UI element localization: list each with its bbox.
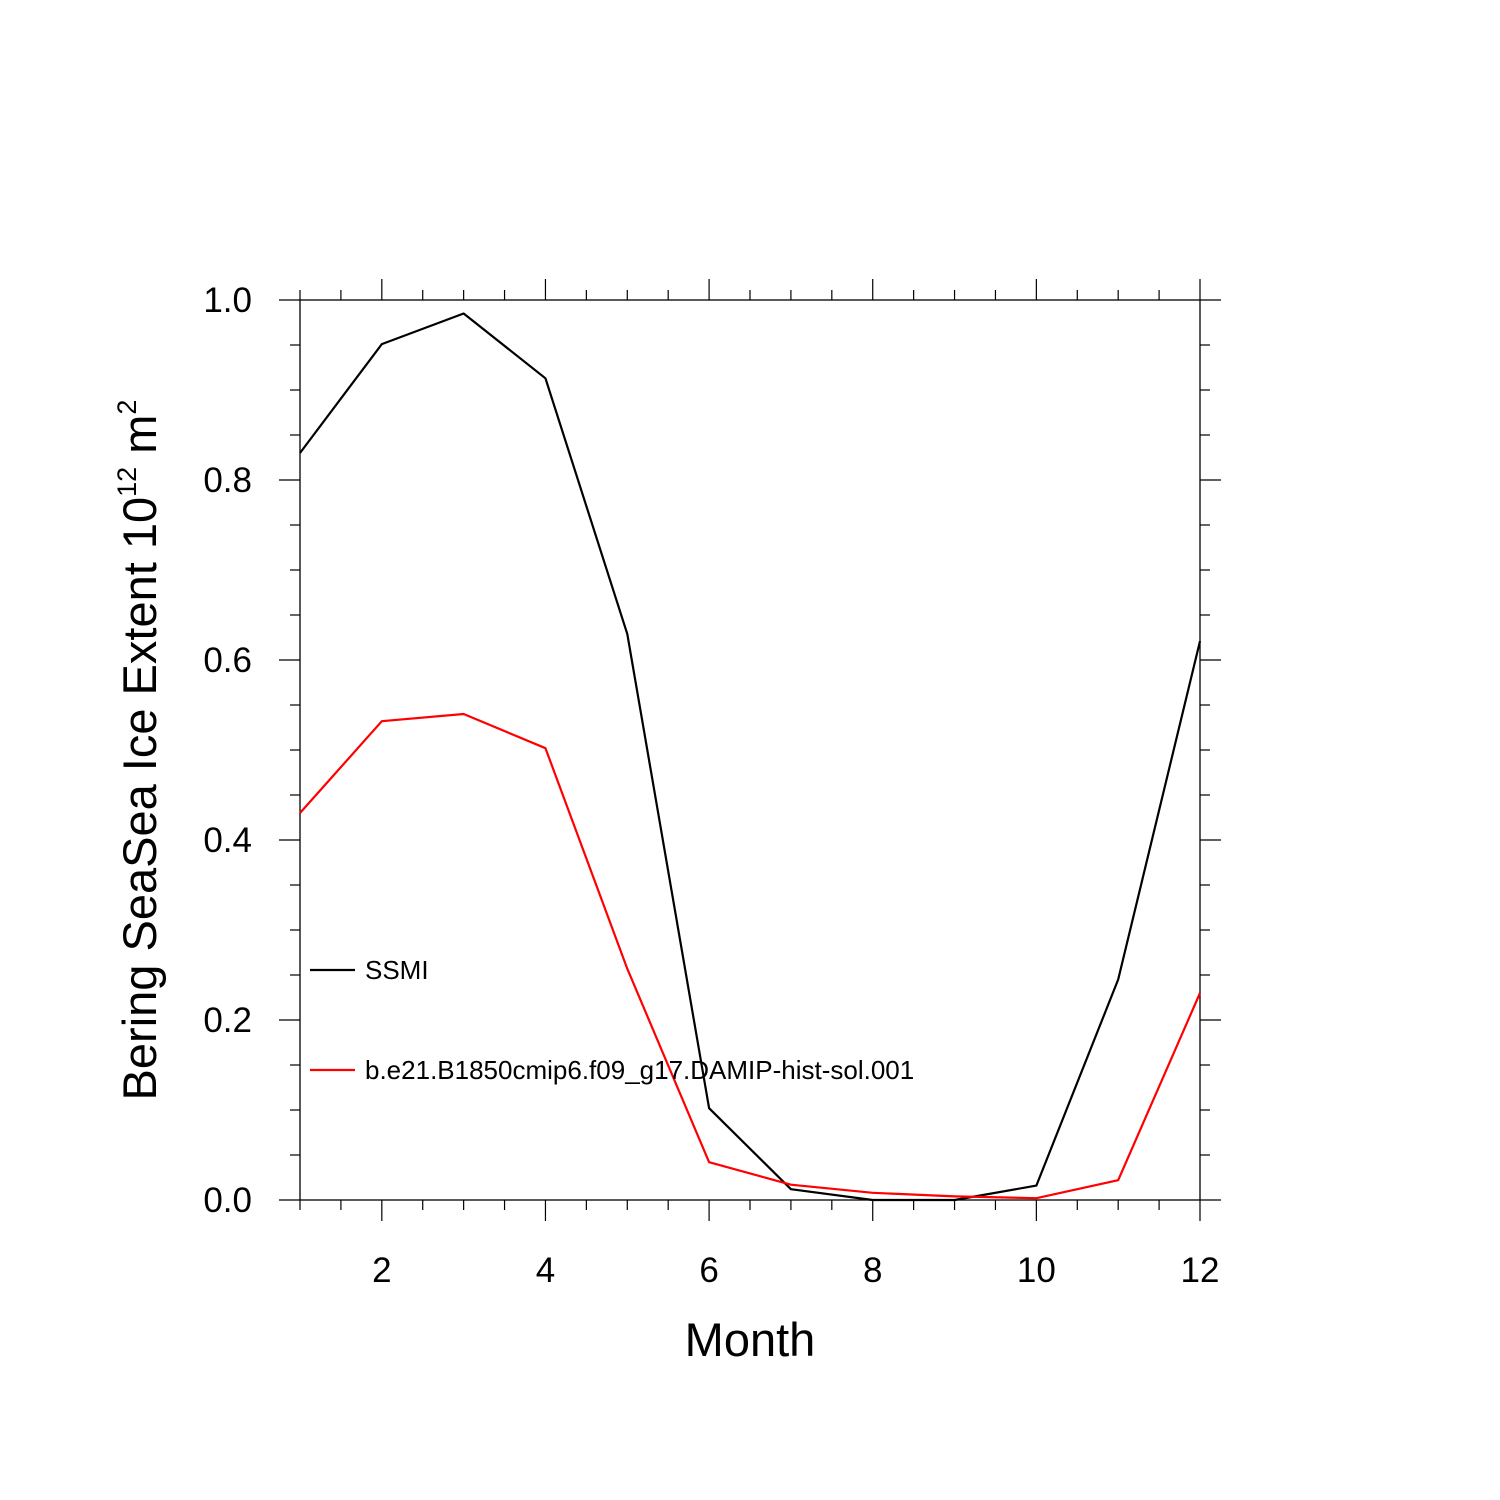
x-axis-title: Month (685, 1313, 816, 1366)
y-axis-title-main: Bering SeaSea Ice Extent 10 (113, 497, 166, 1101)
tick-labels-layer: 2 4 6 8 10 12 0.0 0.2 0.4 0.6 0.8 1.0 (203, 281, 1219, 1290)
y-tick-label: 0.6 (203, 641, 252, 680)
y-tick-label: 1.0 (203, 281, 252, 320)
x-tick-label: 8 (863, 1251, 882, 1290)
y-tick-label: 0.0 (203, 1181, 252, 1220)
x-tick-label: 2 (372, 1251, 391, 1290)
x-tick-label: 10 (1017, 1251, 1056, 1290)
legend-label: SSMI (365, 955, 429, 985)
series-layer (299, 312, 1202, 1202)
series-line-1 (299, 312, 1202, 1202)
legend-label: b.e21.B1850cmip6.f09_g17.DAMIP-hist-sol.… (365, 1055, 914, 1085)
y-tick-label: 0.8 (203, 461, 252, 500)
y-axis-title-exponent: 12 (112, 467, 142, 497)
ticks-layer (279, 279, 1221, 1221)
y-axis-title-unit: m (113, 415, 166, 467)
legend: SSMI b.e21.B1850cmip6.f09_g17.DAMIP-hist-… (310, 955, 914, 1085)
y-tick-label: 0.4 (203, 821, 252, 860)
x-tick-label: 12 (1181, 1251, 1220, 1290)
y-axis-title: Bering SeaSea Ice Extent 1012 m2 (112, 400, 166, 1101)
x-tick-label: 4 (536, 1251, 555, 1290)
y-axis-title-unit-exponent: 2 (112, 400, 142, 415)
x-tick-label: 6 (699, 1251, 718, 1290)
series-line-2 (299, 712, 1202, 1200)
y-tick-label: 0.2 (203, 1001, 252, 1040)
